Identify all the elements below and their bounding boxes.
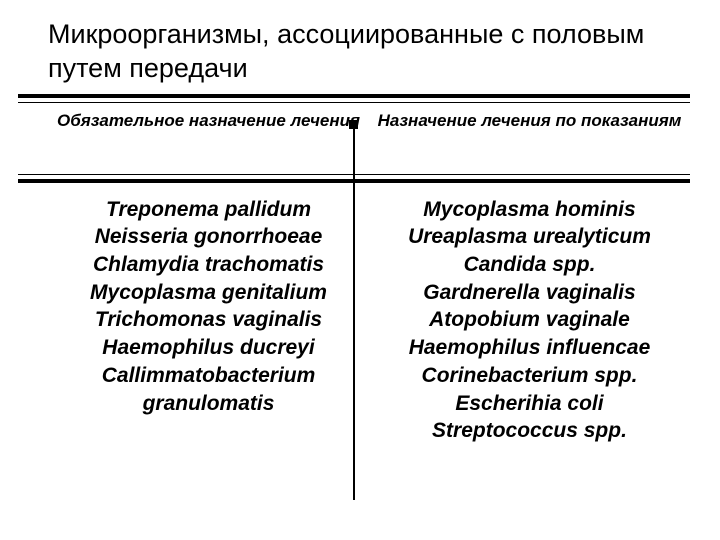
left-header-col: Обязательное назначение лечения xyxy=(48,108,369,162)
slide: Микроорганизмы, ассоциированные с половы… xyxy=(0,0,720,540)
right-body-col: Mycoplasma hominisUreaplasma urealyticum… xyxy=(369,196,690,445)
body-row: Treponema pallidumNeisseria gonorrhoeaeC… xyxy=(48,196,690,445)
organism-item: Ureaplasma urealyticum xyxy=(408,223,651,251)
right-column-header: Назначение лечения по показаниям xyxy=(378,108,682,162)
organism-item: Callimmatobacterium granulomatis xyxy=(48,362,369,417)
mid-rule-group xyxy=(48,174,690,186)
organism-item: Candida spp. xyxy=(408,251,651,279)
left-column-header: Обязательное назначение лечения xyxy=(57,108,360,162)
organism-item: Trichomonas vaginalis xyxy=(48,306,369,334)
organism-item: Chlamydia trachomatis xyxy=(48,251,369,279)
organism-item: Haemophilus influencae xyxy=(408,334,651,362)
divider-dot-icon xyxy=(349,120,358,129)
top-rule-thin xyxy=(18,102,690,103)
left-body-col: Treponema pallidumNeisseria gonorrhoeaeC… xyxy=(48,196,369,445)
top-rule-group xyxy=(48,94,690,106)
top-rule-thick xyxy=(18,94,690,98)
organism-item: Haemophilus ducreyi xyxy=(48,334,369,362)
organism-item: Streptococcus spp. xyxy=(408,417,651,445)
organism-item: Mycoplasma hominis xyxy=(408,196,651,224)
slide-title: Микроорганизмы, ассоциированные с половы… xyxy=(48,18,690,86)
vertical-divider xyxy=(353,122,355,500)
organism-item: Atopobium vaginale xyxy=(408,306,651,334)
organism-item: Neisseria gonorrhoeae xyxy=(48,223,369,251)
organism-item: Treponema pallidum xyxy=(48,196,369,224)
header-row: Обязательное назначение лечения Назначен… xyxy=(48,108,690,162)
right-header-col: Назначение лечения по показаниям xyxy=(369,108,690,162)
organism-item: Escherihia coli xyxy=(408,390,651,418)
left-organism-list: Treponema pallidumNeisseria gonorrhoeaeC… xyxy=(48,196,369,418)
right-organism-list: Mycoplasma hominisUreaplasma urealyticum… xyxy=(408,196,651,445)
organism-item: Gardnerella vaginalis xyxy=(408,279,651,307)
organism-item: Corinebacterium spp. xyxy=(408,362,651,390)
organism-item: Mycoplasma genitalium xyxy=(48,279,369,307)
